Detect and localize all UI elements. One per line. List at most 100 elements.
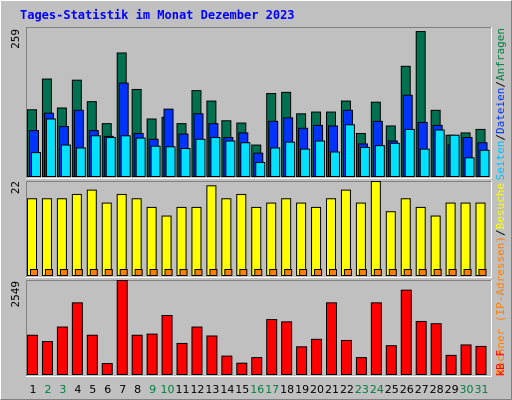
- bar-seiten-day-21: [330, 151, 340, 178]
- bar-seiten-day-22: [344, 124, 355, 177]
- bar-seiten-day-18: [285, 141, 296, 177]
- bar-besuche-day-8: [131, 198, 142, 276]
- bar-rechner-day-30: [463, 269, 472, 276]
- day-label-12: 12: [190, 383, 204, 396]
- bar-rechner-day-12: [194, 269, 203, 276]
- y-max-labels: 259 22 2549: [9, 29, 22, 308]
- day-label-17: 17: [265, 383, 279, 396]
- bar-rechner-day-5: [89, 269, 98, 276]
- bar-kbf-day-5: [86, 334, 98, 376]
- bar-rechner-day-26: [403, 269, 412, 276]
- bar-rechner-day-17: [269, 269, 278, 276]
- y-max-label-panel-3: 2549: [9, 281, 22, 308]
- bar-kbf-day-20: [311, 338, 323, 376]
- bar-besuche-day-18: [281, 198, 292, 276]
- day-label-30: 30: [460, 383, 474, 396]
- bar-kbf-day-2: [41, 341, 53, 376]
- day-label-27: 27: [415, 383, 429, 396]
- bar-kbf-day-15: [236, 362, 248, 375]
- bar-kbf-day-31: [475, 345, 487, 376]
- bar-rechner-day-22: [343, 269, 352, 276]
- bar-seiten-day-13: [210, 137, 221, 177]
- day-label-18: 18: [280, 383, 294, 396]
- bar-kbf-day-30: [460, 344, 472, 375]
- bar-rechner-day-11: [179, 269, 188, 276]
- day-label-4: 4: [74, 383, 81, 396]
- side-legend-top-part-2: Dateien: [494, 88, 507, 134]
- bar-seiten-day-23: [359, 146, 370, 177]
- bar-kbf-day-21: [326, 302, 337, 375]
- bar-besuche-day-3: [56, 198, 67, 276]
- bar-besuche-day-13: [206, 185, 217, 276]
- bar-seiten-day-14: [225, 140, 236, 178]
- bar-rechner-day-6: [104, 269, 113, 276]
- bar-seiten-day-24: [374, 145, 385, 177]
- bar-kbf-day-16: [251, 357, 263, 375]
- side-legend-top-part-0: Seiten: [494, 141, 507, 181]
- side-legend-middle-part-2: Besuche: [494, 183, 507, 229]
- day-label-25: 25: [385, 383, 399, 396]
- day-label-11: 11: [176, 383, 190, 396]
- bar-rechner-day-19: [299, 269, 308, 276]
- day-label-9: 9: [149, 383, 156, 396]
- side-legend-top: Seiten/Dateien/Anfragen: [494, 28, 507, 180]
- bar-besuche-day-9: [146, 206, 157, 276]
- day-label-19: 19: [295, 383, 309, 396]
- bar-seiten-day-4: [75, 147, 86, 177]
- bar-rechner-day-24: [373, 269, 382, 276]
- bar-kbf-day-23: [355, 357, 367, 375]
- day-label-15: 15: [235, 383, 249, 396]
- day-label-5: 5: [89, 383, 96, 396]
- bar-rechner-day-23: [358, 269, 367, 276]
- bar-rechner-day-15: [239, 269, 248, 276]
- bar-seiten-day-16: [255, 161, 266, 177]
- bar-seiten-day-10: [165, 146, 176, 178]
- bar-kbf-day-28: [430, 323, 442, 376]
- bar-rechner-day-28: [433, 269, 442, 276]
- bar-besuche-day-21: [326, 198, 336, 276]
- y-max-label-panel-1: 259: [9, 29, 22, 49]
- bar-kbf-day-19: [296, 346, 308, 375]
- day-label-3: 3: [59, 383, 66, 396]
- bar-seiten-day-6: [105, 137, 116, 177]
- bar-seiten-day-28: [434, 129, 445, 178]
- day-label-28: 28: [430, 383, 444, 396]
- bar-kbf-day-29: [445, 354, 457, 375]
- y-max-label-panel-2: 22: [9, 181, 22, 194]
- bar-seiten-day-1: [31, 152, 41, 178]
- bar-seiten-day-15: [240, 142, 251, 177]
- bar-besuche-day-10: [161, 215, 172, 276]
- bar-rechner-day-31: [478, 269, 487, 276]
- bar-rechner-day-16: [254, 269, 263, 276]
- bar-rechner-day-2: [44, 269, 53, 276]
- side-legend-middle-part-1: /: [494, 229, 507, 236]
- bar-rechner-day-8: [134, 269, 143, 276]
- bar-seiten-day-17: [270, 147, 281, 177]
- day-label-8: 8: [134, 383, 141, 396]
- bar-besuche-day-2: [41, 198, 52, 276]
- day-label-29: 29: [445, 383, 459, 396]
- bar-seiten-day-27: [419, 148, 430, 178]
- bar-rechner-day-9: [149, 269, 158, 276]
- bar-seiten-day-31: [479, 149, 490, 177]
- bar-seiten-day-2: [45, 118, 56, 177]
- bar-rechner-day-29: [448, 269, 457, 276]
- side-legend-top-part-3: /: [494, 81, 507, 88]
- day-label-31: 31: [475, 383, 489, 396]
- day-label-13: 13: [205, 383, 219, 396]
- bar-rechner-day-4: [74, 269, 83, 276]
- side-legend-middle-part-0: Rechner (IP-Adressen): [494, 236, 507, 375]
- bar-rechner-day-27: [418, 269, 427, 276]
- bar-kbf-day-4: [71, 302, 83, 375]
- side-legend-top-part-1: /: [494, 134, 507, 141]
- bar-besuche-day-19: [296, 202, 307, 276]
- bar-besuche-day-15: [236, 193, 247, 276]
- bar-rechner-day-10: [164, 269, 173, 276]
- day-label-20: 20: [310, 383, 324, 396]
- bar-rechner-day-18: [284, 269, 293, 276]
- bar-kbf-day-9: [146, 333, 158, 375]
- bar-besuche-day-5: [86, 189, 97, 277]
- bar-kbf-day-14: [221, 355, 233, 375]
- bar-kbf-day-12: [191, 326, 203, 375]
